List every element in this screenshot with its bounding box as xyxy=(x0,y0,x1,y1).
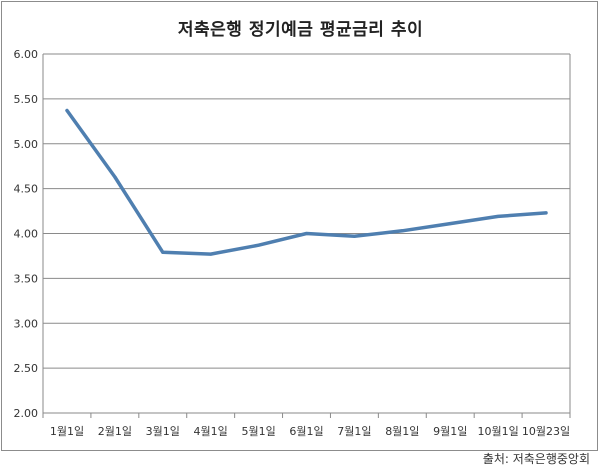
x-tick-label: 8월1일 xyxy=(385,424,419,438)
y-tick-label: 3.00 xyxy=(14,317,39,330)
y-tick-label: 5.50 xyxy=(14,93,39,106)
x-tick-label: 6월1일 xyxy=(289,424,323,438)
data-point xyxy=(209,252,213,256)
y-tick-label: 2.50 xyxy=(14,362,39,375)
y-tick-label: 4.00 xyxy=(14,228,39,241)
data-point xyxy=(161,250,165,254)
y-tick-label: 4.50 xyxy=(14,183,39,196)
x-tick-label: 10월1일 xyxy=(478,424,519,438)
data-point xyxy=(544,211,548,215)
x-tick-label: 3월1일 xyxy=(146,424,180,438)
y-tick-label: 6.00 xyxy=(14,48,39,61)
source-note: 출처: 저축은행중앙회 xyxy=(482,452,590,466)
chart-frame: 저축은행 정기예금 평균금리 추이 xyxy=(1,1,598,451)
y-tick-label: 5.00 xyxy=(14,138,39,151)
x-tick-label: 9월1일 xyxy=(433,424,467,438)
y-tick-label: 2.00 xyxy=(14,407,39,420)
data-point xyxy=(400,229,404,233)
data-point xyxy=(305,232,308,235)
data-point xyxy=(352,234,356,238)
data-point xyxy=(496,214,500,218)
x-tick-label: 10월23일 xyxy=(522,424,570,438)
chart-title: 저축은행 정기예금 평균금리 추이 xyxy=(177,20,424,40)
data-point xyxy=(257,243,261,247)
data-point xyxy=(65,109,69,113)
x-tick-label: 1월1일 xyxy=(50,424,84,438)
x-tick-label: 2월1일 xyxy=(98,424,132,438)
data-point xyxy=(113,175,117,179)
x-tick-label: 4월1일 xyxy=(194,424,228,438)
x-tick-label: 7월1일 xyxy=(337,424,371,438)
y-tick-label: 3.50 xyxy=(14,272,39,285)
x-tick-label: 5월1일 xyxy=(241,424,275,438)
data-point xyxy=(448,222,452,226)
